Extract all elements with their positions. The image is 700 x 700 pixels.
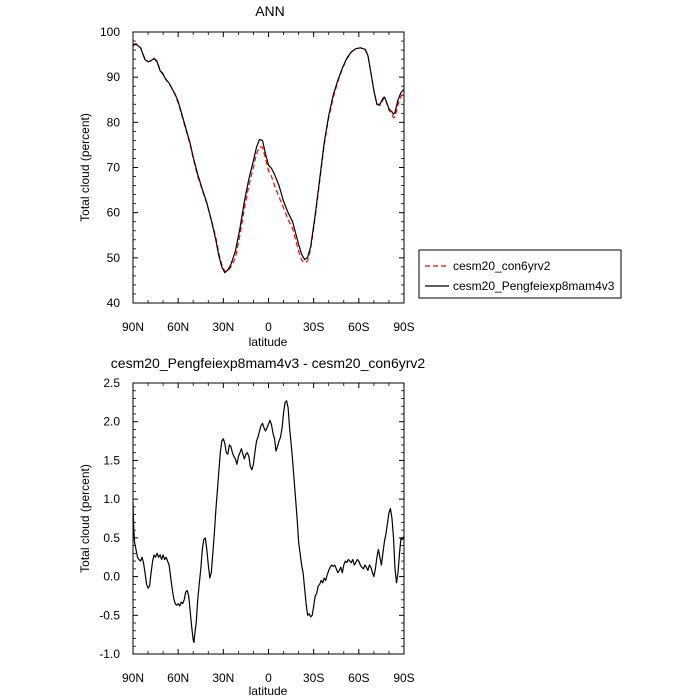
bottom-y-tick-label: 2.5 <box>103 376 120 390</box>
bottom-series-line-0 <box>132 400 405 644</box>
bottom-y-tick-labels: -1.0 -0.5 0.0 0.5 1.0 1.5 2.0 2.5 <box>99 376 120 661</box>
bottom-y-tick-label: 0.5 <box>103 531 120 545</box>
bottom-x-tick-label: 30S <box>303 671 324 685</box>
bottom-y-tick-label: -1.0 <box>99 647 120 661</box>
bottom-x-tick-label: 0 <box>265 671 272 685</box>
bottom-plot-frame <box>132 382 405 655</box>
top-plot-frame <box>132 31 405 304</box>
bottom-x-tick-label: 30N <box>212 671 234 685</box>
top-x-tick-label: 90N <box>122 320 144 334</box>
top-x-tick-label: 30N <box>212 320 234 334</box>
top-y-tick-label: 60 <box>107 206 121 220</box>
legend-label-series-1: cesm20_Pengfeiexp8mam4v3 <box>453 279 615 293</box>
top-y-tick-label: 90 <box>107 70 121 84</box>
top-series-line-1 <box>132 43 405 274</box>
top-x-tick-label: 90S <box>393 320 414 334</box>
bottom-y-axis-label: Total cloud (percent) <box>78 464 92 573</box>
top-y-tick-label: 40 <box>107 296 121 310</box>
bottom-y-tick-label: 0.0 <box>103 570 120 584</box>
top-x-axis-label: latitude <box>249 335 288 349</box>
top-y-tick-label: 70 <box>107 161 121 175</box>
bottom-y-tick-label: 2.0 <box>103 415 120 429</box>
bottom-series-layer <box>132 400 405 644</box>
top-x-tick-labels: 90N 60N 30N 0 30S 60S 90S <box>122 320 415 334</box>
top-x-tick-label: 60N <box>167 320 189 334</box>
top-y-tick-labels: 40 50 60 70 80 90 100 <box>100 25 120 310</box>
bottom-y-tick-label: 1.5 <box>103 453 120 467</box>
bottom-x-tick-labels: 90N 60N 30N 0 30S 60S 90S <box>122 671 415 685</box>
top-y-tick-label: 100 <box>100 25 120 39</box>
legend: cesm20_con6yrv2 cesm20_Pengfeiexp8mam4v3 <box>418 249 622 299</box>
top-title: ANN <box>255 3 285 19</box>
bottom-x-tick-label: 90S <box>393 671 414 685</box>
top-y-axis-label: Total cloud (percent) <box>78 113 92 222</box>
top-series-layer <box>132 43 405 274</box>
legend-label-series-0: cesm20_con6yrv2 <box>453 259 551 273</box>
bottom-y-tick-label: -0.5 <box>99 608 120 622</box>
top-y-tick-label: 80 <box>107 115 121 129</box>
bottom-x-axis-label: latitude <box>249 684 288 698</box>
top-series-line-0 <box>132 43 405 272</box>
panel-bottom: cesm20_Pengfeiexp8mam4v3 - cesm20_con6yr… <box>78 355 425 698</box>
top-tick-layer <box>132 31 405 304</box>
bottom-x-tick-label: 90N <box>122 671 144 685</box>
bottom-x-tick-label: 60N <box>167 671 189 685</box>
bottom-y-tick-label: 1.0 <box>103 492 120 506</box>
top-x-tick-label: 0 <box>265 320 272 334</box>
top-x-tick-label: 60S <box>348 320 369 334</box>
bottom-x-tick-label: 60S <box>348 671 369 685</box>
top-y-tick-label: 50 <box>107 251 121 265</box>
top-x-tick-label: 30S <box>303 320 324 334</box>
legend-box <box>418 249 622 299</box>
bottom-title: cesm20_Pengfeiexp8mam4v3 - cesm20_con6yr… <box>111 355 426 371</box>
panel-top: ANN 90N 60N 30N 0 30S 60S 90S 405060708090100 … <box>78 3 415 349</box>
